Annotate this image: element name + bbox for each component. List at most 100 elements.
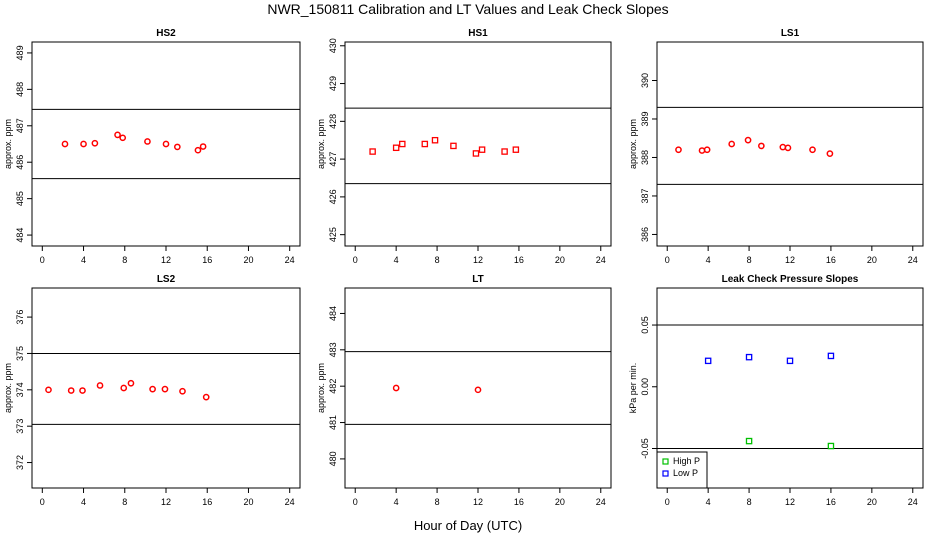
x-tick-label: 24 [596, 497, 606, 507]
y-axis-label: approx. ppm [628, 119, 638, 169]
x-tick-label: 8 [435, 255, 440, 265]
y-tick-label: 486 [15, 155, 25, 170]
y-tick-label: 482 [328, 379, 338, 394]
y-axis-label: approx. ppm [3, 119, 13, 169]
data-point [784, 144, 792, 152]
x-axis-label: Hour of Day (UTC) [413, 518, 523, 533]
data-point [67, 387, 75, 394]
y-tick-label: 390 [640, 73, 650, 88]
data-point [149, 385, 156, 393]
y-tick-label: 425 [328, 227, 338, 242]
legend-marker [662, 458, 669, 465]
y-tick-label: 389 [640, 111, 650, 126]
data-point [809, 146, 816, 154]
data-point [161, 385, 169, 393]
y-tick-label: 427 [328, 152, 338, 167]
panel-title: LS2 [157, 274, 176, 285]
data-point [79, 387, 86, 394]
y-axis-label: kPa per min. [628, 363, 638, 414]
x-tick-label: 0 [353, 497, 358, 507]
y-tick-label: 485 [15, 191, 25, 206]
x-tick-label: 0 [353, 255, 358, 265]
data-point [478, 146, 486, 153]
x-tick-label: 0 [665, 255, 670, 265]
legend-label: High P [673, 456, 700, 466]
data-point [827, 442, 835, 450]
panel-4: LS2 approx. ppm 0 4 8 12 16 20 24 372 373 374 375 376 [3, 274, 301, 507]
y-tick-label: 481 [328, 415, 338, 430]
x-tick-label: 16 [202, 497, 212, 507]
y-axis-label: approx. ppm [316, 363, 326, 413]
data-point [703, 146, 711, 154]
y-tick-label: 428 [328, 114, 338, 129]
x-tick-label: 20 [555, 497, 565, 507]
data-point [472, 150, 480, 157]
y-tick-label: -0.05 [640, 438, 650, 459]
panel-title: HS1 [468, 28, 488, 39]
data-point [202, 393, 210, 401]
panel-title: LT [472, 274, 483, 285]
x-tick-label: 12 [473, 497, 483, 507]
figure-title: NWR_150811 Calibration and LT Values and… [267, 1, 669, 17]
data-point [675, 146, 682, 154]
data-point [162, 140, 170, 148]
data-point [745, 353, 753, 361]
data-point [96, 382, 104, 389]
y-tick-label: 376 [15, 310, 25, 325]
panel-5: LT approx. ppm 0 4 8 12 16 20 24 480 481 482 483 484 [316, 274, 612, 507]
x-tick-label: 16 [514, 255, 524, 265]
panel-6: Leak Check Pressure Slopes kPa per min. 0 4… [628, 274, 924, 507]
x-tick-label: 12 [161, 497, 171, 507]
x-tick-label: 4 [706, 255, 711, 265]
y-tick-label: 386 [640, 227, 650, 242]
x-tick-label: 0 [40, 255, 45, 265]
x-tick-label: 20 [867, 497, 877, 507]
data-point [144, 138, 151, 145]
x-tick-label: 12 [473, 255, 483, 265]
y-tick-label: 388 [640, 150, 650, 165]
data-point [392, 144, 400, 152]
x-tick-label: 16 [202, 255, 212, 265]
data-point [61, 140, 69, 148]
data-point [744, 136, 752, 144]
data-point [369, 148, 376, 155]
x-tick-label: 24 [596, 255, 606, 265]
y-tick-label: 484 [328, 306, 338, 321]
x-tick-label: 4 [81, 255, 86, 265]
x-tick-label: 24 [908, 255, 918, 265]
data-point [399, 140, 406, 148]
data-point [728, 140, 736, 148]
x-tick-label: 24 [285, 255, 295, 265]
legend-box [656, 451, 708, 489]
x-tick-label: 0 [665, 497, 670, 507]
data-point [512, 146, 520, 153]
x-tick-label: 12 [785, 255, 795, 265]
x-tick-label: 0 [40, 497, 45, 507]
x-tick-label: 12 [161, 255, 171, 265]
x-tick-label: 12 [785, 497, 795, 507]
x-tick-label: 4 [81, 497, 86, 507]
data-point [199, 143, 207, 150]
x-tick-label: 16 [826, 255, 836, 265]
data-point [474, 386, 482, 394]
x-tick-label: 4 [706, 497, 711, 507]
data-point [45, 386, 52, 394]
data-point [758, 142, 765, 150]
x-tick-label: 20 [555, 255, 565, 265]
data-point [194, 146, 202, 154]
x-tick-label: 4 [394, 497, 399, 507]
data-point [120, 384, 128, 392]
panel-2: HS1 approx. ppm 0 4 8 12 16 20 24 425 426 427 428 429… [316, 28, 612, 265]
panel-title: LS1 [781, 28, 800, 39]
panel-1: HS2 approx. ppm 0 4 8 12 16 20 24 484 485 486 487 488… [3, 28, 301, 265]
x-tick-label: 24 [285, 497, 295, 507]
x-tick-label: 8 [122, 255, 127, 265]
data-point [826, 150, 834, 157]
data-point [119, 134, 127, 142]
y-axis-label: approx. ppm [3, 363, 13, 413]
x-tick-label: 16 [514, 497, 524, 507]
y-tick-label: 375 [15, 346, 25, 361]
panel-title: Leak Check Pressure Slopes [722, 274, 859, 285]
x-tick-label: 20 [243, 497, 253, 507]
x-tick-label: 8 [435, 497, 440, 507]
